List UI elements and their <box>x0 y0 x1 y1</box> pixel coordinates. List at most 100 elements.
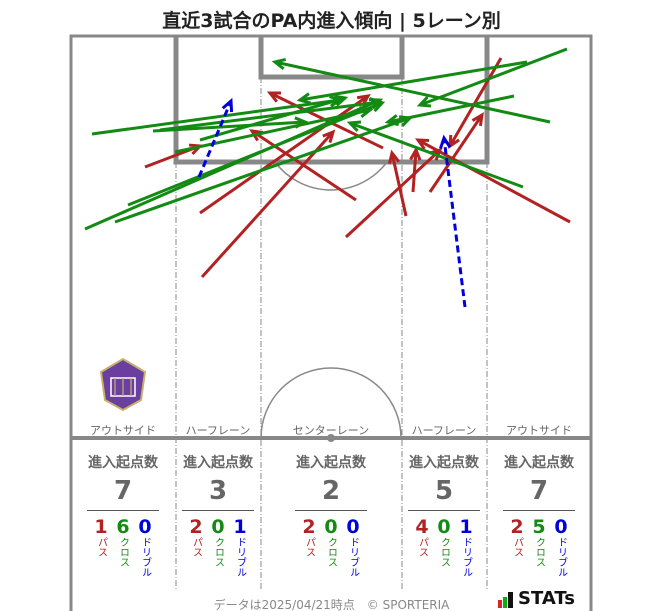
cross-arrow-line <box>387 94 515 124</box>
dribble-count: 0 <box>138 516 152 538</box>
cross-arrowhead <box>384 114 400 127</box>
entry-total: 7 <box>113 476 133 506</box>
center-circle <box>260 367 402 439</box>
pass-arrowhead <box>356 94 371 107</box>
cross-label: クロス <box>212 537 224 567</box>
pass-arrowhead <box>388 149 400 165</box>
pass-arrowhead <box>322 129 336 143</box>
pass-arrow <box>428 112 484 193</box>
lane-dividers <box>175 77 488 590</box>
divider <box>503 510 575 511</box>
stat-header: 進入起点数 <box>183 455 253 471</box>
dribble-count: 1 <box>459 516 473 538</box>
entry-total: 7 <box>529 476 549 506</box>
divider <box>295 510 367 511</box>
cross-arrow-line <box>159 100 381 132</box>
lane-stat-column: 進入起点数 7 1 パス 6 クロス 0 ドリブル <box>78 452 168 577</box>
cross-arrow <box>271 57 551 124</box>
lane-stat-column: 進入起点数 7 2 パス 5 クロス 0 ドリブル <box>494 452 584 577</box>
cross-label: クロス <box>533 537 545 567</box>
cross-arrow-line <box>114 116 411 224</box>
cross-label: クロス <box>325 537 337 567</box>
cross-arrowhead <box>416 95 432 108</box>
pass-arrow-line <box>411 149 418 193</box>
cross-count: 0 <box>324 516 338 538</box>
dribble-count: 1 <box>233 516 247 538</box>
cross-count: 6 <box>116 516 130 538</box>
pass-label: パス <box>303 537 315 557</box>
cross-arrow-line <box>127 101 383 207</box>
lane-label-center: センターレーン <box>292 424 370 437</box>
dribble-count: 0 <box>554 516 568 538</box>
pass-arrow-line <box>344 148 442 239</box>
goal-area <box>258 36 405 80</box>
pass-count: 2 <box>302 516 316 538</box>
cross-arrow-line <box>274 60 551 124</box>
pass-count: 4 <box>415 516 429 538</box>
stat-header: 進入起点数 <box>504 455 574 471</box>
cross-arrow-line <box>299 60 528 102</box>
entry-total: 5 <box>434 476 454 506</box>
cross-arrow <box>199 94 349 142</box>
lane-label-halfspace-right: ハーフレーン <box>411 424 477 437</box>
pass-arrowhead <box>414 138 430 150</box>
cross-arrow-line <box>419 47 568 107</box>
chart-title: 直近3試合のPA内進入傾向 | 5レーン別 <box>162 10 501 32</box>
pass-arrow <box>409 146 422 193</box>
cross-arrow-line <box>199 96 346 142</box>
cross-arrowhead <box>333 94 349 107</box>
dribble-label: ドリブル <box>460 537 472 577</box>
lane-label-halfspace-left: ハーフレーン <box>185 424 251 437</box>
lane-stat-column: 進入起点数 2 2 パス 0 クロス 0 ドリブル <box>286 452 376 577</box>
pass-label: パス <box>190 537 202 557</box>
cross-count: 5 <box>532 516 546 538</box>
pass-arrowhead <box>471 112 484 127</box>
pass-arrow-line <box>200 130 335 279</box>
dribble-label: ドリブル <box>347 537 359 577</box>
lane-stat-column: 進入起点数 3 2 パス 0 クロス 1 ドリブル <box>173 452 263 577</box>
divider <box>182 510 254 511</box>
pass-label: パス <box>416 537 428 557</box>
cross-arrowhead <box>358 105 374 118</box>
footer-note: データは2025/04/21時点 © SPORTERIA <box>213 598 450 611</box>
cross-arrow <box>296 60 528 105</box>
pass-count: 2 <box>510 516 524 538</box>
pass-arrow <box>200 129 336 279</box>
entry-total: 2 <box>321 476 341 506</box>
stat-header: 進入起点数 <box>409 455 479 471</box>
pass-arrow-line <box>251 129 357 202</box>
pass-label: パス <box>511 537 523 557</box>
cross-arrow-line <box>174 108 371 154</box>
dribble-label: ドリブル <box>234 537 246 577</box>
pass-arrowhead <box>266 91 282 103</box>
divider <box>87 510 159 511</box>
lane-stat-column: 進入起点数 5 4 パス 0 クロス 1 ドリブル <box>399 452 489 577</box>
cross-label: クロス <box>117 537 129 567</box>
pass-arrow <box>414 138 571 224</box>
cross-arrow-line <box>91 98 341 136</box>
cross-arrowhead <box>296 92 311 105</box>
penalty-arc <box>274 161 388 191</box>
dribble-arrow-line <box>197 100 233 178</box>
cross-count: 0 <box>437 516 451 538</box>
lane-label-outside-right: アウトサイド <box>506 424 572 437</box>
bar-chart-icon <box>498 592 513 608</box>
pitch-lines <box>69 34 593 611</box>
pass-arrow <box>388 149 408 217</box>
pitch-outline <box>69 34 593 611</box>
pass-count: 2 <box>189 516 203 538</box>
stat-header: 進入起点数 <box>88 455 158 471</box>
cross-arrow <box>384 94 515 127</box>
pass-arrow-line <box>390 152 408 217</box>
dribble-arrowhead <box>221 97 234 113</box>
cross-arrow-line <box>152 120 306 133</box>
club-crest-icon <box>99 357 147 412</box>
dribble-arrow <box>197 97 234 178</box>
dribble-label: ドリブル <box>555 537 567 577</box>
cross-arrow-line <box>349 121 524 189</box>
dribble-label: ドリブル <box>139 537 151 577</box>
cross-arrowhead <box>369 97 384 110</box>
cross-count: 0 <box>211 516 225 538</box>
